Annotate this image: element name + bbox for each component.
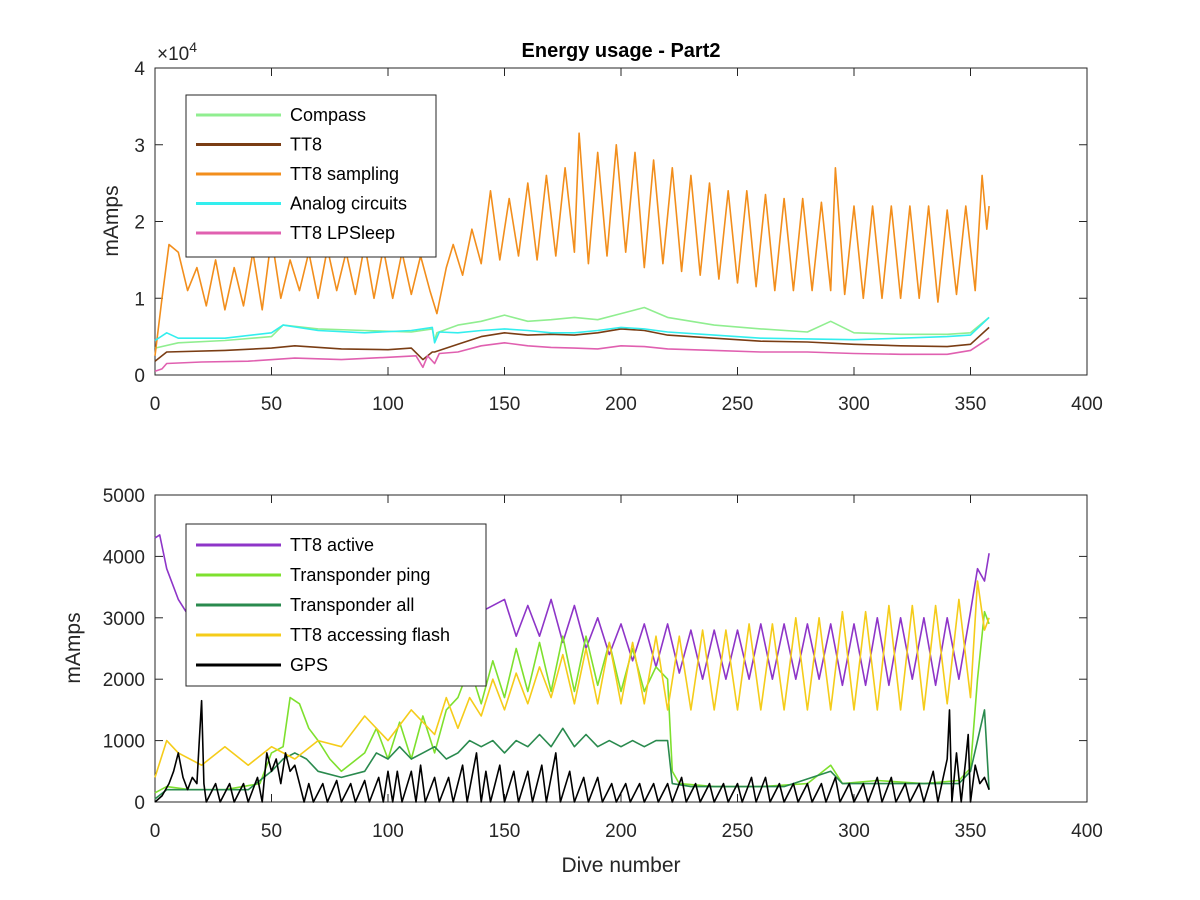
y-tick-label: 4 [134, 59, 145, 80]
top-x-ticks: 0 50 100 150 200 250 300 350 400 [150, 68, 1103, 415]
series-line-transponder-all [154, 709, 990, 800]
y-tick-label: 0 [134, 793, 145, 814]
x-tick-label: 200 [605, 394, 637, 415]
legend-label: TT8 LPSleep [290, 223, 395, 243]
x-tick-label: 200 [605, 821, 637, 842]
x-tick-label: 0 [150, 821, 161, 842]
x-tick-label: 0 [150, 394, 161, 415]
chart-title: Energy usage - Part2 [522, 40, 721, 62]
series-line-tt8-accessing-flash [154, 580, 990, 778]
x-tick-label: 400 [1071, 394, 1103, 415]
y-exponent-base: ×10 [157, 44, 189, 65]
x-tick-label: 150 [489, 394, 521, 415]
top-legend: Compass TT8 TT8 sampling Analog circuits TT8… [185, 94, 437, 258]
top-panel: Energy usage - Part2 ×104 mAmps 0 50 100 15… [100, 39, 1103, 415]
legend-box [185, 94, 437, 258]
legend-label: TT8 sampling [290, 164, 399, 184]
x-tick-label: 300 [838, 821, 870, 842]
y-tick-label: 0 [134, 366, 145, 387]
legend-label: GPS [290, 655, 328, 675]
x-tick-label: 150 [489, 821, 521, 842]
x-tick-label: 50 [261, 394, 282, 415]
y-tick-label: 3 [134, 136, 145, 157]
y-exponent-label: ×104 [157, 39, 197, 65]
y-tick-label: 5000 [103, 486, 145, 507]
x-tick-label: 250 [722, 821, 754, 842]
legend-label: Compass [290, 105, 366, 125]
x-tick-label: 350 [955, 821, 987, 842]
x-tick-label: 300 [838, 394, 870, 415]
bottom-y-axis-label: mAmps [62, 612, 85, 683]
x-tick-label: 250 [722, 394, 754, 415]
x-tick-label: 350 [955, 394, 987, 415]
bottom-x-axis-label: Dive number [561, 854, 680, 877]
top-y-ticks: 0 1 2 3 4 [134, 59, 1087, 387]
legend-label: Transponder ping [290, 565, 430, 585]
x-tick-label: 50 [261, 821, 282, 842]
series-line-analog-circuits [154, 316, 990, 344]
y-tick-label: 1 [134, 289, 145, 310]
legend-label: TT8 active [290, 535, 374, 555]
bottom-legend: TT8 active Transponder ping Transponder al… [185, 523, 487, 687]
y-tick-label: 2000 [103, 670, 145, 691]
bottom-panel: mAmps Dive number 0 50 100 150 200 250 300 350 4… [62, 486, 1103, 877]
y-tick-label: 3000 [103, 609, 145, 630]
legend-label: Analog circuits [290, 194, 407, 214]
series-line-transponder-ping [154, 610, 990, 794]
legend-label: Transponder all [290, 595, 414, 615]
bottom-y-ticks: 0 1000 2000 3000 4000 5000 [103, 486, 1087, 814]
y-exponent-power: 4 [189, 39, 197, 55]
series-line-tt8-sampling [154, 132, 990, 356]
y-tick-label: 2 [134, 213, 145, 234]
x-tick-label: 100 [372, 821, 404, 842]
legend-label: TT8 [290, 135, 322, 155]
y-tick-label: 4000 [103, 547, 145, 568]
top-series [154, 132, 990, 372]
y-tick-label: 1000 [103, 732, 145, 753]
x-tick-label: 100 [372, 394, 404, 415]
top-y-axis-label: mAmps [100, 185, 123, 256]
series-line-tt8-lpsleep [154, 337, 990, 372]
x-tick-label: 400 [1071, 821, 1103, 842]
series-line-gps [154, 699, 990, 803]
series-line-compass [154, 306, 990, 349]
series-line-tt8 [154, 326, 990, 362]
bottom-x-ticks: 0 50 100 150 200 250 300 350 400 [150, 495, 1103, 842]
legend-label: TT8 accessing flash [290, 625, 450, 645]
